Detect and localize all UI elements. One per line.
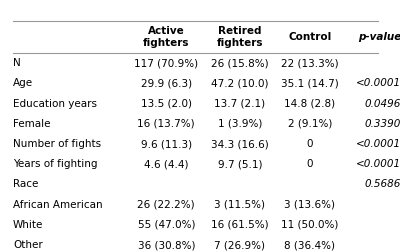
- Text: 55 (47.0%): 55 (47.0%): [138, 220, 195, 230]
- Text: 4.6 (4.4): 4.6 (4.4): [144, 159, 188, 169]
- Text: 26 (22.2%): 26 (22.2%): [138, 200, 195, 210]
- Text: 8 (36.4%): 8 (36.4%): [284, 240, 335, 250]
- Text: 26 (15.8%): 26 (15.8%): [211, 58, 269, 68]
- Text: Female: Female: [13, 119, 50, 129]
- Text: Active
fighters: Active fighters: [143, 26, 190, 48]
- Text: 0.5686: 0.5686: [364, 179, 400, 190]
- Text: <0.0001: <0.0001: [356, 159, 400, 169]
- Text: 3 (13.6%): 3 (13.6%): [284, 200, 335, 210]
- Text: 9.7 (5.1): 9.7 (5.1): [218, 159, 262, 169]
- Text: 9.6 (11.3): 9.6 (11.3): [141, 139, 192, 149]
- Text: 7 (26.9%): 7 (26.9%): [214, 240, 266, 250]
- Text: 3 (11.5%): 3 (11.5%): [214, 200, 266, 210]
- Text: 0: 0: [306, 159, 313, 169]
- Text: <0.0001: <0.0001: [356, 78, 400, 88]
- Text: 29.9 (6.3): 29.9 (6.3): [141, 78, 192, 88]
- Text: 0.3390: 0.3390: [364, 119, 400, 129]
- Text: 1 (3.9%): 1 (3.9%): [218, 119, 262, 129]
- Text: 36 (30.8%): 36 (30.8%): [138, 240, 195, 250]
- Text: 117 (70.9%): 117 (70.9%): [134, 58, 198, 68]
- Text: N: N: [13, 58, 21, 68]
- Text: Other: Other: [13, 240, 43, 250]
- Text: Number of fights: Number of fights: [13, 139, 101, 149]
- Text: 13.7 (2.1): 13.7 (2.1): [214, 99, 266, 109]
- Text: Retired
fighters: Retired fighters: [217, 26, 263, 48]
- Text: 11 (50.0%): 11 (50.0%): [281, 220, 338, 230]
- Text: 14.8 (2.8): 14.8 (2.8): [284, 99, 335, 109]
- Text: 0.0496: 0.0496: [364, 99, 400, 109]
- Text: Race: Race: [13, 179, 38, 190]
- Text: 16 (61.5%): 16 (61.5%): [211, 220, 269, 230]
- Text: p-value: p-value: [358, 32, 400, 42]
- Text: 47.2 (10.0): 47.2 (10.0): [211, 78, 269, 88]
- Text: African American: African American: [13, 200, 103, 210]
- Text: White: White: [13, 220, 44, 230]
- Text: 2 (9.1%): 2 (9.1%): [288, 119, 332, 129]
- Text: 22 (13.3%): 22 (13.3%): [281, 58, 338, 68]
- Text: 35.1 (14.7): 35.1 (14.7): [281, 78, 339, 88]
- Text: 13.5 (2.0): 13.5 (2.0): [141, 99, 192, 109]
- Text: 0: 0: [306, 139, 313, 149]
- Text: <0.0001: <0.0001: [356, 139, 400, 149]
- Text: Education years: Education years: [13, 99, 97, 109]
- Text: Control: Control: [288, 32, 332, 42]
- Text: 34.3 (16.6): 34.3 (16.6): [211, 139, 269, 149]
- Text: Years of fighting: Years of fighting: [13, 159, 98, 169]
- Text: Age: Age: [13, 78, 33, 88]
- Text: 16 (13.7%): 16 (13.7%): [138, 119, 195, 129]
